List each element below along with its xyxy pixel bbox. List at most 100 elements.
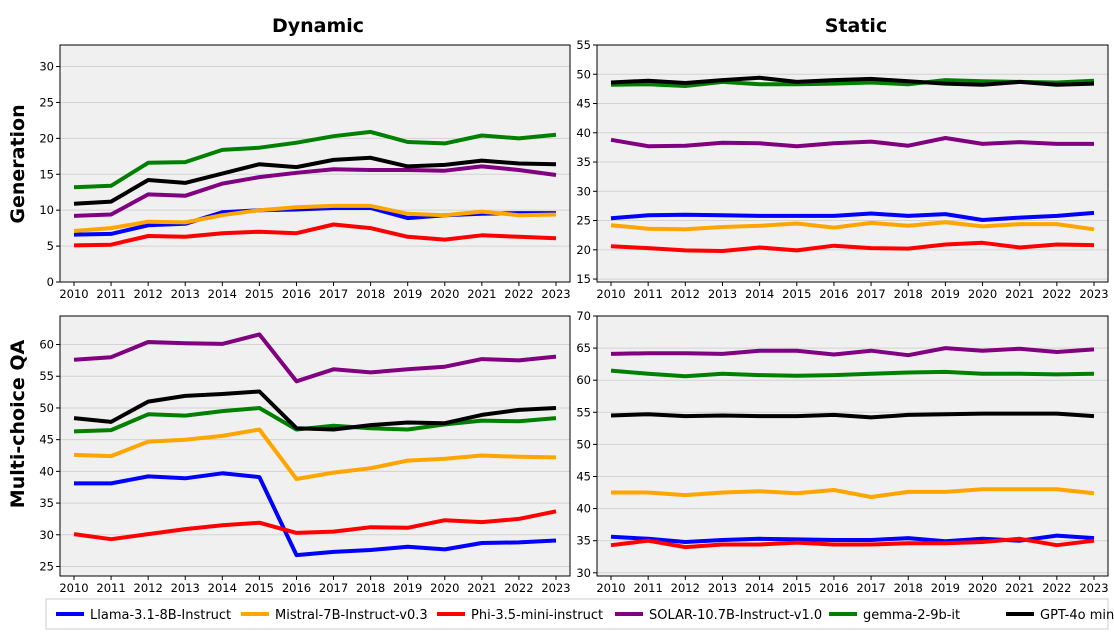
y-tick-label: 55 bbox=[576, 405, 591, 419]
x-tick-label: 2017 bbox=[856, 581, 885, 595]
x-tick-label: 2022 bbox=[504, 287, 533, 301]
x-tick-label: 2019 bbox=[393, 581, 422, 595]
column-title-dynamic: Dynamic bbox=[272, 15, 364, 37]
plot-frame bbox=[59, 315, 571, 577]
row-title-generation: Generation bbox=[7, 104, 29, 223]
y-tick-label: 65 bbox=[576, 341, 591, 355]
series-line-solar-10-7b-instruct-v1-0 bbox=[73, 164, 557, 218]
series-line-phi-3-5-mini-instruct bbox=[610, 240, 1095, 253]
y-tick-label: 30 bbox=[39, 60, 54, 74]
y-tick-label: 35 bbox=[39, 496, 54, 510]
y-tick-label: 60 bbox=[576, 373, 591, 387]
legend-frame bbox=[45, 598, 1109, 630]
x-tick-label: 2019 bbox=[931, 287, 960, 301]
series-line-gemma-2-9b-it bbox=[73, 129, 557, 190]
plot-frame bbox=[596, 44, 1109, 283]
plot-background bbox=[597, 316, 1108, 576]
y-tick-label: 25 bbox=[39, 95, 54, 109]
x-tick-label: 2017 bbox=[319, 581, 348, 595]
x-tick-label: 2016 bbox=[819, 581, 848, 595]
y-tick-label: 15 bbox=[576, 272, 591, 286]
x-tick-label: 2018 bbox=[356, 287, 385, 301]
legend-label-llama-3-1-8b-instruct: Llama-3.1-8B-Instruct bbox=[90, 608, 231, 623]
series-line-mistral-7b-instruct-v0-3 bbox=[73, 427, 557, 481]
y-tick-label: 5 bbox=[47, 239, 54, 253]
y-tick-label: 30 bbox=[39, 528, 54, 542]
y-tick-label: 50 bbox=[576, 437, 591, 451]
x-tick-label: 2011 bbox=[96, 581, 125, 595]
y-tick-label: 40 bbox=[39, 464, 54, 478]
y-tick-label: 30 bbox=[576, 566, 591, 580]
series-line-llama-3-1-8b-instruct bbox=[610, 210, 1095, 222]
y-tick-label: 60 bbox=[39, 338, 54, 352]
x-tick-label: 2012 bbox=[134, 287, 163, 301]
y-tick-label: 0 bbox=[47, 275, 54, 289]
x-tick-label: 2015 bbox=[245, 581, 274, 595]
y-tick-label: 20 bbox=[576, 243, 591, 257]
x-tick-label: 2012 bbox=[671, 581, 700, 595]
series-line-gpt-4o-mini bbox=[610, 75, 1095, 87]
x-tick-label: 2020 bbox=[430, 581, 459, 595]
y-tick-label: 25 bbox=[39, 559, 54, 573]
x-tick-label: 2011 bbox=[634, 287, 663, 301]
series-line-phi-3-5-mini-instruct bbox=[73, 222, 557, 248]
x-tick-label: 2022 bbox=[1042, 287, 1071, 301]
plot-frame bbox=[59, 44, 571, 283]
legend-label-gemma-2-9b-it: gemma-2-9b-it bbox=[863, 608, 960, 623]
x-tick-label: 2010 bbox=[59, 581, 88, 595]
x-tick-label: 2014 bbox=[745, 287, 774, 301]
x-tick-label: 2023 bbox=[541, 287, 570, 301]
x-tick-label: 2016 bbox=[819, 287, 848, 301]
x-tick-label: 2013 bbox=[171, 287, 200, 301]
x-tick-label: 2020 bbox=[968, 287, 997, 301]
x-tick-label: 2021 bbox=[1005, 287, 1034, 301]
x-tick-label: 2018 bbox=[894, 581, 923, 595]
series-line-gpt-4o-mini bbox=[73, 389, 557, 432]
legend-label-phi-3-5-mini-instruct: Phi-3.5-mini-instruct bbox=[471, 608, 603, 623]
y-tick-label: 45 bbox=[39, 433, 54, 447]
panel-dynamic-multi-choice-qa: 25 30 35 40 45 50 55 60 2010 2011 2012 2013 2014 2015… bbox=[39, 315, 571, 595]
x-tick-label: 2021 bbox=[1005, 581, 1034, 595]
row-title-multi-choice-qa: Multi-choice QA bbox=[7, 340, 29, 509]
x-tick-label: 2013 bbox=[708, 581, 737, 595]
y-tick-label: 45 bbox=[576, 97, 591, 111]
series-line-mistral-7b-instruct-v0-3 bbox=[610, 220, 1095, 232]
y-tick-label: 55 bbox=[39, 369, 54, 383]
x-tick-label: 2016 bbox=[282, 287, 311, 301]
y-tick-label: 45 bbox=[576, 469, 591, 483]
series-line-phi-3-5-mini-instruct bbox=[610, 536, 1095, 550]
x-tick-label: 2016 bbox=[282, 581, 311, 595]
x-tick-label: 2013 bbox=[708, 287, 737, 301]
series-line-gpt-4o-mini bbox=[73, 155, 557, 206]
x-tick-label: 2017 bbox=[856, 287, 885, 301]
x-tick-label: 2018 bbox=[356, 581, 385, 595]
y-tick-label: 30 bbox=[576, 184, 591, 198]
series-line-solar-10-7b-instruct-v1-0 bbox=[73, 332, 557, 384]
x-tick-label: 2022 bbox=[1042, 581, 1071, 595]
y-tick-label: 50 bbox=[39, 401, 54, 415]
series-line-gemma-2-9b-it bbox=[610, 368, 1095, 379]
x-tick-label: 2023 bbox=[541, 581, 570, 595]
panel-static-generation: 15 20 25 30 35 40 45 50 55 2010 2011 2012 2013 2014 20… bbox=[576, 38, 1108, 301]
column-title-static: Static bbox=[825, 15, 887, 37]
x-tick-label: 2015 bbox=[782, 287, 811, 301]
x-tick-label: 2020 bbox=[430, 287, 459, 301]
y-tick-label: 10 bbox=[39, 203, 54, 217]
y-tick-label: 20 bbox=[39, 131, 54, 145]
plot-frame bbox=[596, 315, 1109, 577]
x-tick-label: 2014 bbox=[208, 287, 237, 301]
y-tick-label: 55 bbox=[576, 38, 591, 52]
series-line-mistral-7b-instruct-v0-3 bbox=[611, 487, 1095, 499]
x-tick-label: 2017 bbox=[319, 287, 348, 301]
y-tick-label: 40 bbox=[576, 502, 591, 516]
y-tick-label: 50 bbox=[576, 67, 591, 81]
panels-group: 0 5 10 15 20 25 30 2010 2011 2012 2013 2014 2015 2016… bbox=[39, 38, 1108, 595]
series-line-solar-10-7b-instruct-v1-0 bbox=[610, 136, 1094, 149]
x-tick-label: 2010 bbox=[59, 287, 88, 301]
panel-dynamic-generation: 0 5 10 15 20 25 30 2010 2011 2012 2013 2014 2015 2016… bbox=[39, 44, 571, 301]
y-tick-label: 70 bbox=[576, 309, 591, 323]
x-tick-label: 2014 bbox=[745, 581, 774, 595]
x-tick-label: 2023 bbox=[1079, 581, 1108, 595]
x-tick-label: 2012 bbox=[134, 581, 163, 595]
x-tick-label: 2015 bbox=[782, 581, 811, 595]
